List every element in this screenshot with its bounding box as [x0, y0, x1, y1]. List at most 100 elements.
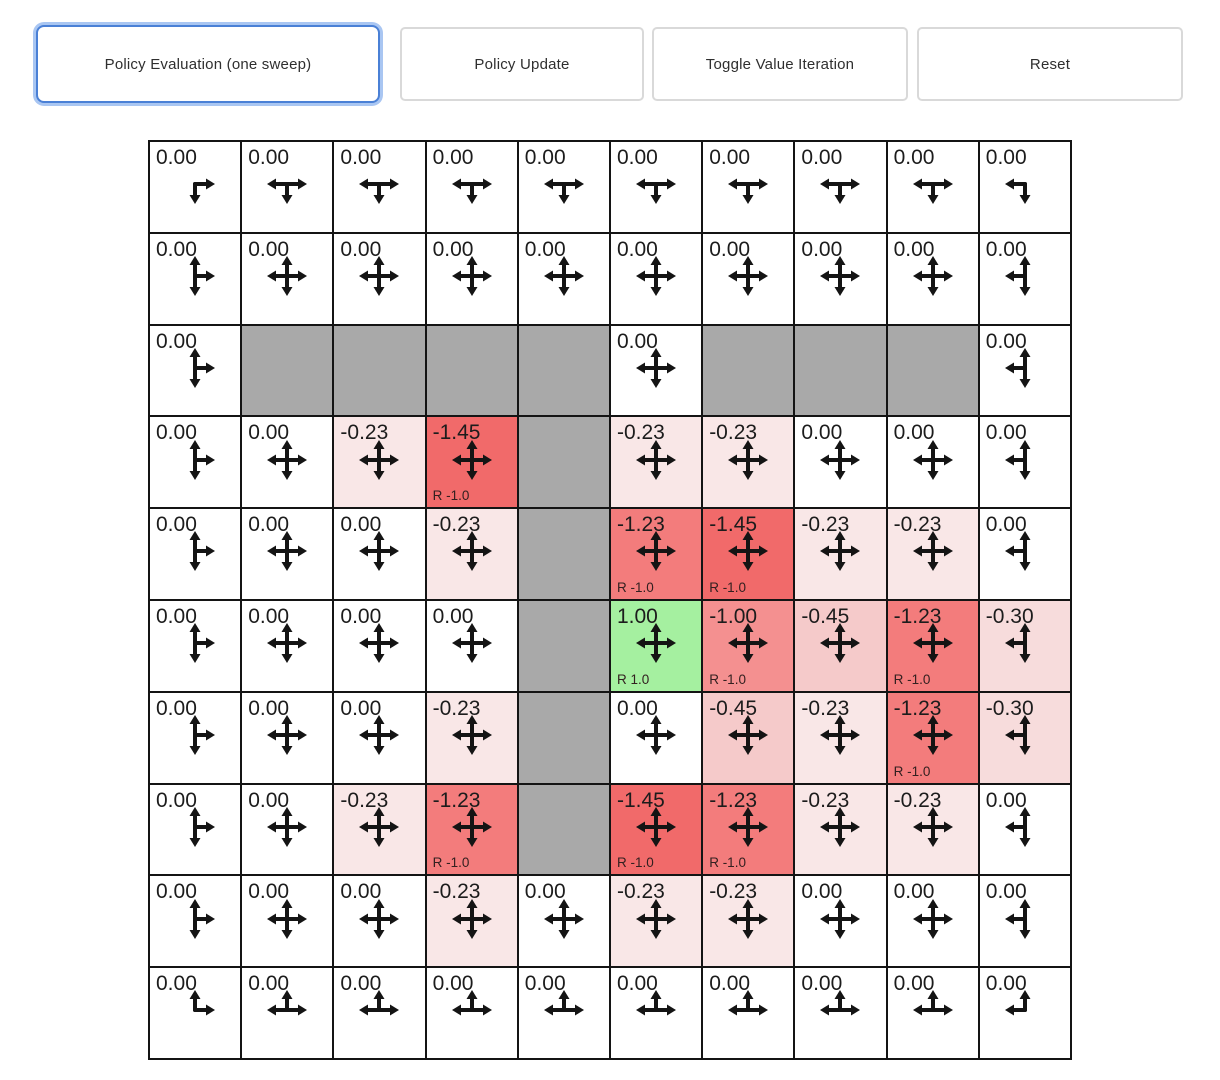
grid-cell-r4c6[interactable]: -1.45 R -1.0 — [703, 509, 794, 599]
grid-cell-r8c5[interactable]: -0.23 — [610, 876, 702, 967]
grid-cell-r1c3[interactable]: 0.00 — [426, 233, 517, 324]
grid-cell-r5c9[interactable]: -0.30 — [979, 601, 1070, 691]
grid-cell-r0c6[interactable]: 0.00 — [703, 142, 794, 232]
grid-cell-r5c7[interactable]: -0.45 — [795, 601, 886, 691]
grid-cell-r2c0[interactable]: 0.00 — [150, 325, 241, 416]
grid-cell-r4c3[interactable]: -0.23 — [426, 509, 517, 599]
grid-cell-r9c0[interactable]: 0.00 — [150, 968, 241, 1058]
grid-cell-r1c7[interactable]: 0.00 — [795, 233, 886, 324]
grid-cell-r6c8[interactable]: -1.23 R -1.0 — [887, 692, 978, 783]
grid-cell-r9c4[interactable]: 0.00 — [518, 968, 609, 1058]
grid-cell-r4c9[interactable]: 0.00 — [979, 509, 1070, 599]
grid-cell-r0c8[interactable]: 0.00 — [887, 142, 978, 232]
grid-cell-r3c7[interactable]: 0.00 — [795, 417, 886, 508]
grid-cell-r6c9[interactable]: -0.30 — [979, 692, 1070, 783]
grid-cell-r4c7[interactable]: -0.23 — [795, 509, 886, 599]
grid-cell-r0c4[interactable]: 0.00 — [518, 142, 609, 232]
grid-cell-r6c2[interactable]: 0.00 — [334, 692, 425, 783]
grid-cell-r5c5[interactable]: 1.00 R 1.0 — [610, 601, 702, 691]
grid-cell-r1c0[interactable]: 0.00 — [150, 233, 241, 324]
grid-cell-r8c3[interactable]: -0.23 — [426, 876, 517, 967]
grid-cell-r6c6[interactable]: -0.45 — [703, 692, 794, 783]
grid-cell-r8c2[interactable]: 0.00 — [334, 876, 425, 967]
grid-cell-r9c7[interactable]: 0.00 — [795, 968, 886, 1058]
grid-cell-r9c8[interactable]: 0.00 — [887, 968, 978, 1058]
cell-value: 0.00 — [893, 421, 935, 445]
grid-cell-r0c3[interactable]: 0.00 — [426, 142, 517, 232]
grid-cell-r8c8[interactable]: 0.00 — [887, 876, 978, 967]
grid-cell-r6c0[interactable]: 0.00 — [150, 692, 241, 783]
grid-cell-r7c9[interactable]: 0.00 — [979, 784, 1070, 875]
grid-cell-r1c1[interactable]: 0.00 — [242, 233, 333, 324]
reset-button[interactable]: Reset — [917, 27, 1183, 101]
grid-cell-r9c2[interactable]: 0.00 — [334, 968, 425, 1058]
grid-cell-r0c1[interactable]: 0.00 — [242, 142, 333, 232]
grid-cell-r8c0[interactable]: 0.00 — [150, 876, 241, 967]
grid-cell-r6c7[interactable]: -0.23 — [795, 692, 886, 783]
grid-cell-r8c4[interactable]: 0.00 — [518, 876, 609, 967]
grid-cell-r7c0[interactable]: 0.00 — [150, 784, 241, 875]
grid-cell-r7c8[interactable]: -0.23 — [887, 784, 978, 875]
policy-arrows-icon-udlr — [359, 439, 400, 480]
grid-cell-r0c7[interactable]: 0.00 — [795, 142, 886, 232]
grid-cell-r7c5[interactable]: -1.45 R -1.0 — [610, 784, 702, 875]
grid-cell-r5c0[interactable]: 0.00 — [150, 601, 241, 691]
grid-cell-r3c8[interactable]: 0.00 — [887, 417, 978, 508]
grid-cell-r4c0[interactable]: 0.00 — [150, 509, 241, 599]
grid-cell-r5c8[interactable]: -1.23 R -1.0 — [887, 601, 978, 691]
grid-cell-r2c5[interactable]: 0.00 — [610, 325, 702, 416]
cell-value: 0.00 — [985, 237, 1027, 261]
grid-cell-r8c9[interactable]: 0.00 — [979, 876, 1070, 967]
grid-cell-r6c3[interactable]: -0.23 — [426, 692, 517, 783]
grid-cell-r8c7[interactable]: 0.00 — [795, 876, 886, 967]
policy-update-button[interactable]: Policy Update — [400, 27, 644, 101]
grid-cell-r4c2[interactable]: 0.00 — [334, 509, 425, 599]
policy-arrows-icon-udlr — [728, 806, 769, 847]
grid-cell-r6c1[interactable]: 0.00 — [242, 692, 333, 783]
grid-cell-r9c3[interactable]: 0.00 — [426, 968, 517, 1058]
grid-cell-r9c6[interactable]: 0.00 — [703, 968, 794, 1058]
grid-cell-r9c5[interactable]: 0.00 — [610, 968, 702, 1058]
grid-cell-r3c2[interactable]: -0.23 — [334, 417, 425, 508]
grid-cell-r3c1[interactable]: 0.00 — [242, 417, 333, 508]
grid-cell-r2c9[interactable]: 0.00 — [979, 325, 1070, 416]
grid-cell-r5c2[interactable]: 0.00 — [334, 601, 425, 691]
cell-value: 0.00 — [248, 788, 290, 812]
grid-cell-r0c0[interactable]: 0.00 — [150, 142, 241, 232]
grid-cell-r3c3[interactable]: -1.45 R -1.0 — [426, 417, 517, 508]
grid-cell-r3c6[interactable]: -0.23 — [703, 417, 794, 508]
grid-cell-r8c1[interactable]: 0.00 — [242, 876, 333, 967]
grid-cell-r4c8[interactable]: -0.23 — [887, 509, 978, 599]
grid-cell-r7c2[interactable]: -0.23 — [334, 784, 425, 875]
grid-cell-r1c9[interactable]: 0.00 — [979, 233, 1070, 324]
grid-cell-r9c1[interactable]: 0.00 — [242, 968, 333, 1058]
policy-evaluation-button[interactable]: Policy Evaluation (one sweep) — [36, 25, 380, 103]
cell-value: 0.00 — [801, 237, 843, 261]
grid-cell-r1c4[interactable]: 0.00 — [518, 233, 609, 324]
grid-cell-r8c6[interactable]: -0.23 — [703, 876, 794, 967]
grid-cell-r5c3[interactable]: 0.00 — [426, 601, 517, 691]
grid-cell-r1c5[interactable]: 0.00 — [610, 233, 702, 324]
grid-cell-r5c1[interactable]: 0.00 — [242, 601, 333, 691]
grid-cell-r3c0[interactable]: 0.00 — [150, 417, 241, 508]
grid-cell-r0c5[interactable]: 0.00 — [610, 142, 702, 232]
policy-arrows-icon-udlr — [636, 531, 677, 572]
grid-cell-r3c5[interactable]: -0.23 — [610, 417, 702, 508]
grid-cell-r4c5[interactable]: -1.23 R -1.0 — [610, 509, 702, 599]
grid-cell-r1c8[interactable]: 0.00 — [887, 233, 978, 324]
grid-cell-r1c6[interactable]: 0.00 — [703, 233, 794, 324]
wall-cell — [518, 325, 609, 416]
grid-cell-r7c3[interactable]: -1.23 R -1.0 — [426, 784, 517, 875]
grid-cell-r0c2[interactable]: 0.00 — [334, 142, 425, 232]
grid-cell-r3c9[interactable]: 0.00 — [979, 417, 1070, 508]
grid-cell-r6c5[interactable]: 0.00 — [610, 692, 702, 783]
grid-cell-r7c7[interactable]: -0.23 — [795, 784, 886, 875]
grid-cell-r4c1[interactable]: 0.00 — [242, 509, 333, 599]
grid-cell-r5c6[interactable]: -1.00 R -1.0 — [703, 601, 794, 691]
grid-cell-r1c2[interactable]: 0.00 — [334, 233, 425, 324]
grid-cell-r0c9[interactable]: 0.00 — [979, 142, 1070, 232]
grid-cell-r9c9[interactable]: 0.00 — [979, 968, 1070, 1058]
toggle-value-iteration-button[interactable]: Toggle Value Iteration — [652, 27, 908, 101]
grid-cell-r7c6[interactable]: -1.23 R -1.0 — [703, 784, 794, 875]
grid-cell-r7c1[interactable]: 0.00 — [242, 784, 333, 875]
